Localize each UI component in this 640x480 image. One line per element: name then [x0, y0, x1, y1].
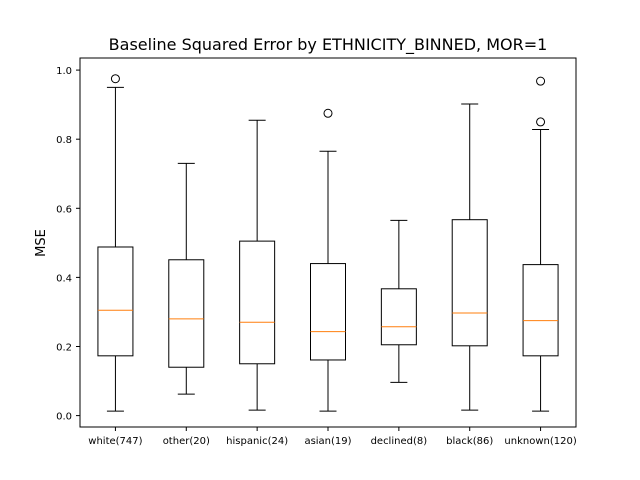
x-tick-label: asian(19) [304, 436, 351, 447]
y-tick-label: 0.0 [56, 412, 72, 423]
box [522, 264, 559, 357]
x-tick-label: unknown(120) [504, 436, 576, 447]
y-tick-label: 0.2 [56, 342, 72, 353]
x-tick-label: black(86) [446, 436, 493, 447]
outlier-point [110, 74, 120, 84]
y-axis-label: MSE [34, 229, 49, 257]
outlier-point [536, 76, 546, 86]
y-tick-label: 0.8 [56, 135, 72, 146]
y-tick-label: 0.4 [56, 273, 72, 284]
box [380, 288, 417, 346]
y-tick-label: 1.0 [56, 66, 72, 77]
x-tick-label: declined(8) [371, 436, 428, 447]
outlier-point [536, 117, 546, 127]
x-tick-label: hispanic(24) [226, 436, 288, 447]
outlier-point [323, 108, 333, 118]
x-tick-label: white(747) [88, 436, 142, 447]
box [451, 219, 488, 347]
box [168, 259, 205, 368]
plot-frame [79, 57, 577, 428]
y-tick-label: 0.6 [56, 204, 72, 215]
chart-title: Baseline Squared Error by ETHNICITY_BINN… [109, 35, 548, 55]
box [239, 240, 276, 365]
box [97, 246, 134, 357]
box [310, 263, 346, 361]
x-tick-label: other(20) [163, 436, 210, 447]
